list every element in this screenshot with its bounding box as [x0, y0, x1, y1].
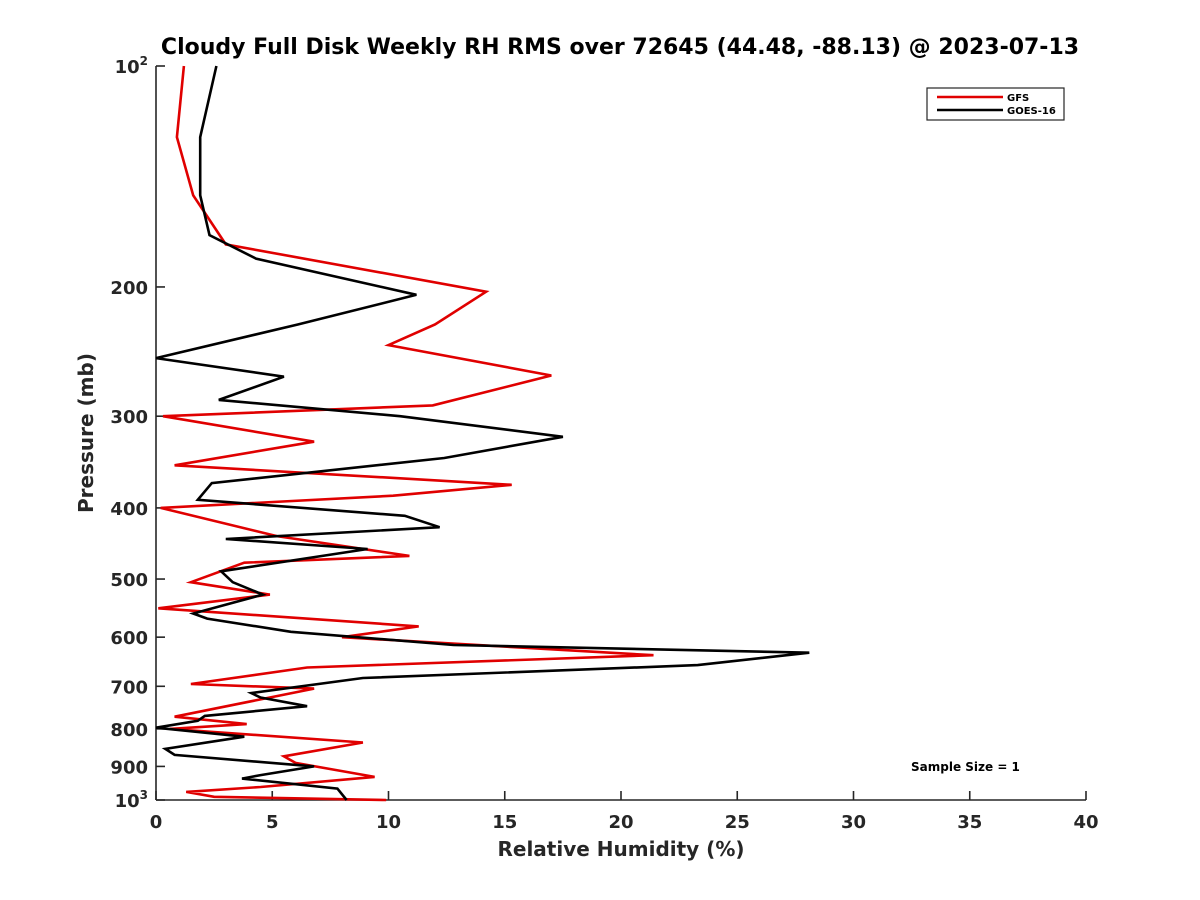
y-tick-label: 103	[115, 788, 148, 812]
chart-title: Cloudy Full Disk Weekly RH RMS over 7264…	[161, 35, 1079, 60]
x-tick-label: 40	[1073, 812, 1098, 833]
y-tick-label: 800	[110, 720, 148, 741]
y-tick-label: 400	[110, 499, 148, 520]
sample-size-annotation: Sample Size = 1	[911, 760, 1020, 774]
x-tick-label: 5	[266, 812, 279, 833]
y-tick-label: 200	[110, 278, 148, 299]
y-tick-label: 102	[115, 54, 148, 78]
legend-box	[926, 87, 1065, 121]
y-tick-label: 900	[110, 757, 148, 778]
x-tick-label: 30	[841, 812, 866, 833]
x-ticks: 0 5 10 15 20 25 30 35 40	[150, 791, 1099, 833]
legend-label-goes16: GOES-16	[1007, 106, 1056, 117]
series-lines	[155, 65, 810, 802]
x-axis-label: Relative Humidity (%)	[497, 837, 744, 861]
x-tick-label: 20	[608, 812, 633, 833]
series-line-gfs	[158, 65, 654, 802]
x-tick-label: 35	[957, 812, 982, 833]
x-tick-label: 0	[150, 812, 163, 833]
x-tick-label: 25	[725, 812, 750, 833]
plot-area	[155, 66, 1086, 801]
x-tick-label: 15	[492, 812, 517, 833]
y-ticks: 102 200 300 400 500 600 700 800 900 103	[110, 54, 165, 812]
y-tick-label: 300	[110, 407, 148, 428]
x-tick-label: 10	[376, 812, 401, 833]
y-tick-label: 600	[110, 628, 148, 649]
legend: GFS GOES-16	[926, 87, 1065, 121]
y-tick-label: 700	[110, 677, 148, 698]
y-tick-label: 500	[110, 570, 148, 591]
y-axis-label: Pressure (mb)	[74, 353, 98, 513]
series-line-goes16	[155, 65, 810, 801]
legend-label-gfs: GFS	[1007, 93, 1029, 104]
